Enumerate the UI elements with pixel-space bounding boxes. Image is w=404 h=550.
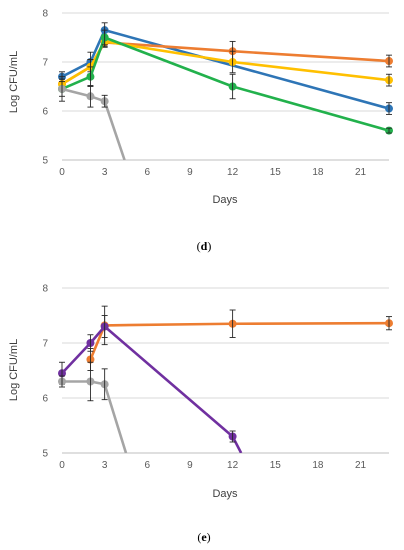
panel-e-x-tick-label: 12 [227,460,239,471]
panel-d-chart: Log CFU/mL Days (d) 5 6 7 8 0 3 6 9 12 15 18 21 [8,9,393,253]
panel-e-chart: Log CFU/mL Days (e) 5 6 7 8 0 3 6 9 12 15 18 21 [8,284,393,544]
panel-e-series-1 [86,319,393,364]
panel-e-x-axis-title: Days [212,488,238,500]
panel-d-series-line [61,28,390,110]
panel-e-x-tick-label: 21 [355,460,367,471]
panel-e-label: (e) [197,530,210,544]
panel-e-x-tick-label: 6 [145,460,151,471]
panel-d-x-axis-title: Days [212,194,238,206]
panel-e-series-3 [58,377,128,453]
panel-d-label: (d) [197,239,212,253]
panel-e-x-tick-label: 3 [102,460,108,471]
panel-d-x-tick-label: 3 [102,167,108,178]
panel-d-x-tick-label: 15 [270,167,282,178]
panel-e-y-tick-label: 7 [42,339,48,350]
panel-d-y-tick-label: 5 [42,156,48,167]
panel-d-x-tick-label: 18 [312,167,324,178]
panel-d-y-tick-label: 8 [42,9,48,20]
panel-e-x-tick-label: 9 [187,460,193,471]
panel-e-x-tick-label: 18 [312,460,324,471]
panel-d-series-5 [58,84,126,160]
panel-e-y-tick-label: 5 [42,449,48,460]
panel-d-x-tick-label: 12 [227,167,239,178]
panel-e-series-line [89,321,390,361]
panel-d-x-tick-label: 9 [187,167,193,178]
panel-e-x-tick-label: 0 [59,460,65,471]
panel-e-series-line [62,380,128,453]
panel-e-y-tick-label: 8 [42,284,48,295]
panel-d-series-4 [58,33,393,135]
panel-d-y-tick-label: 6 [42,107,48,118]
panel-d-y-tick-label: 7 [42,58,48,69]
panel-e-series-2 [58,322,243,453]
panel-d-y-axis-title: Log CFU/mL [8,51,20,113]
panel-e-x-tick-label: 15 [270,460,282,471]
panel-d-x-tick-label: 6 [145,167,151,178]
panel-d-x-tick-label: 21 [355,167,367,178]
panel-e-y-axis-title: Log CFU/mL [8,339,20,401]
panel-d-x-tick-label: 0 [59,167,65,178]
panel-d-series-line [61,87,126,160]
panel-e-y-tick-label: 6 [42,394,48,405]
